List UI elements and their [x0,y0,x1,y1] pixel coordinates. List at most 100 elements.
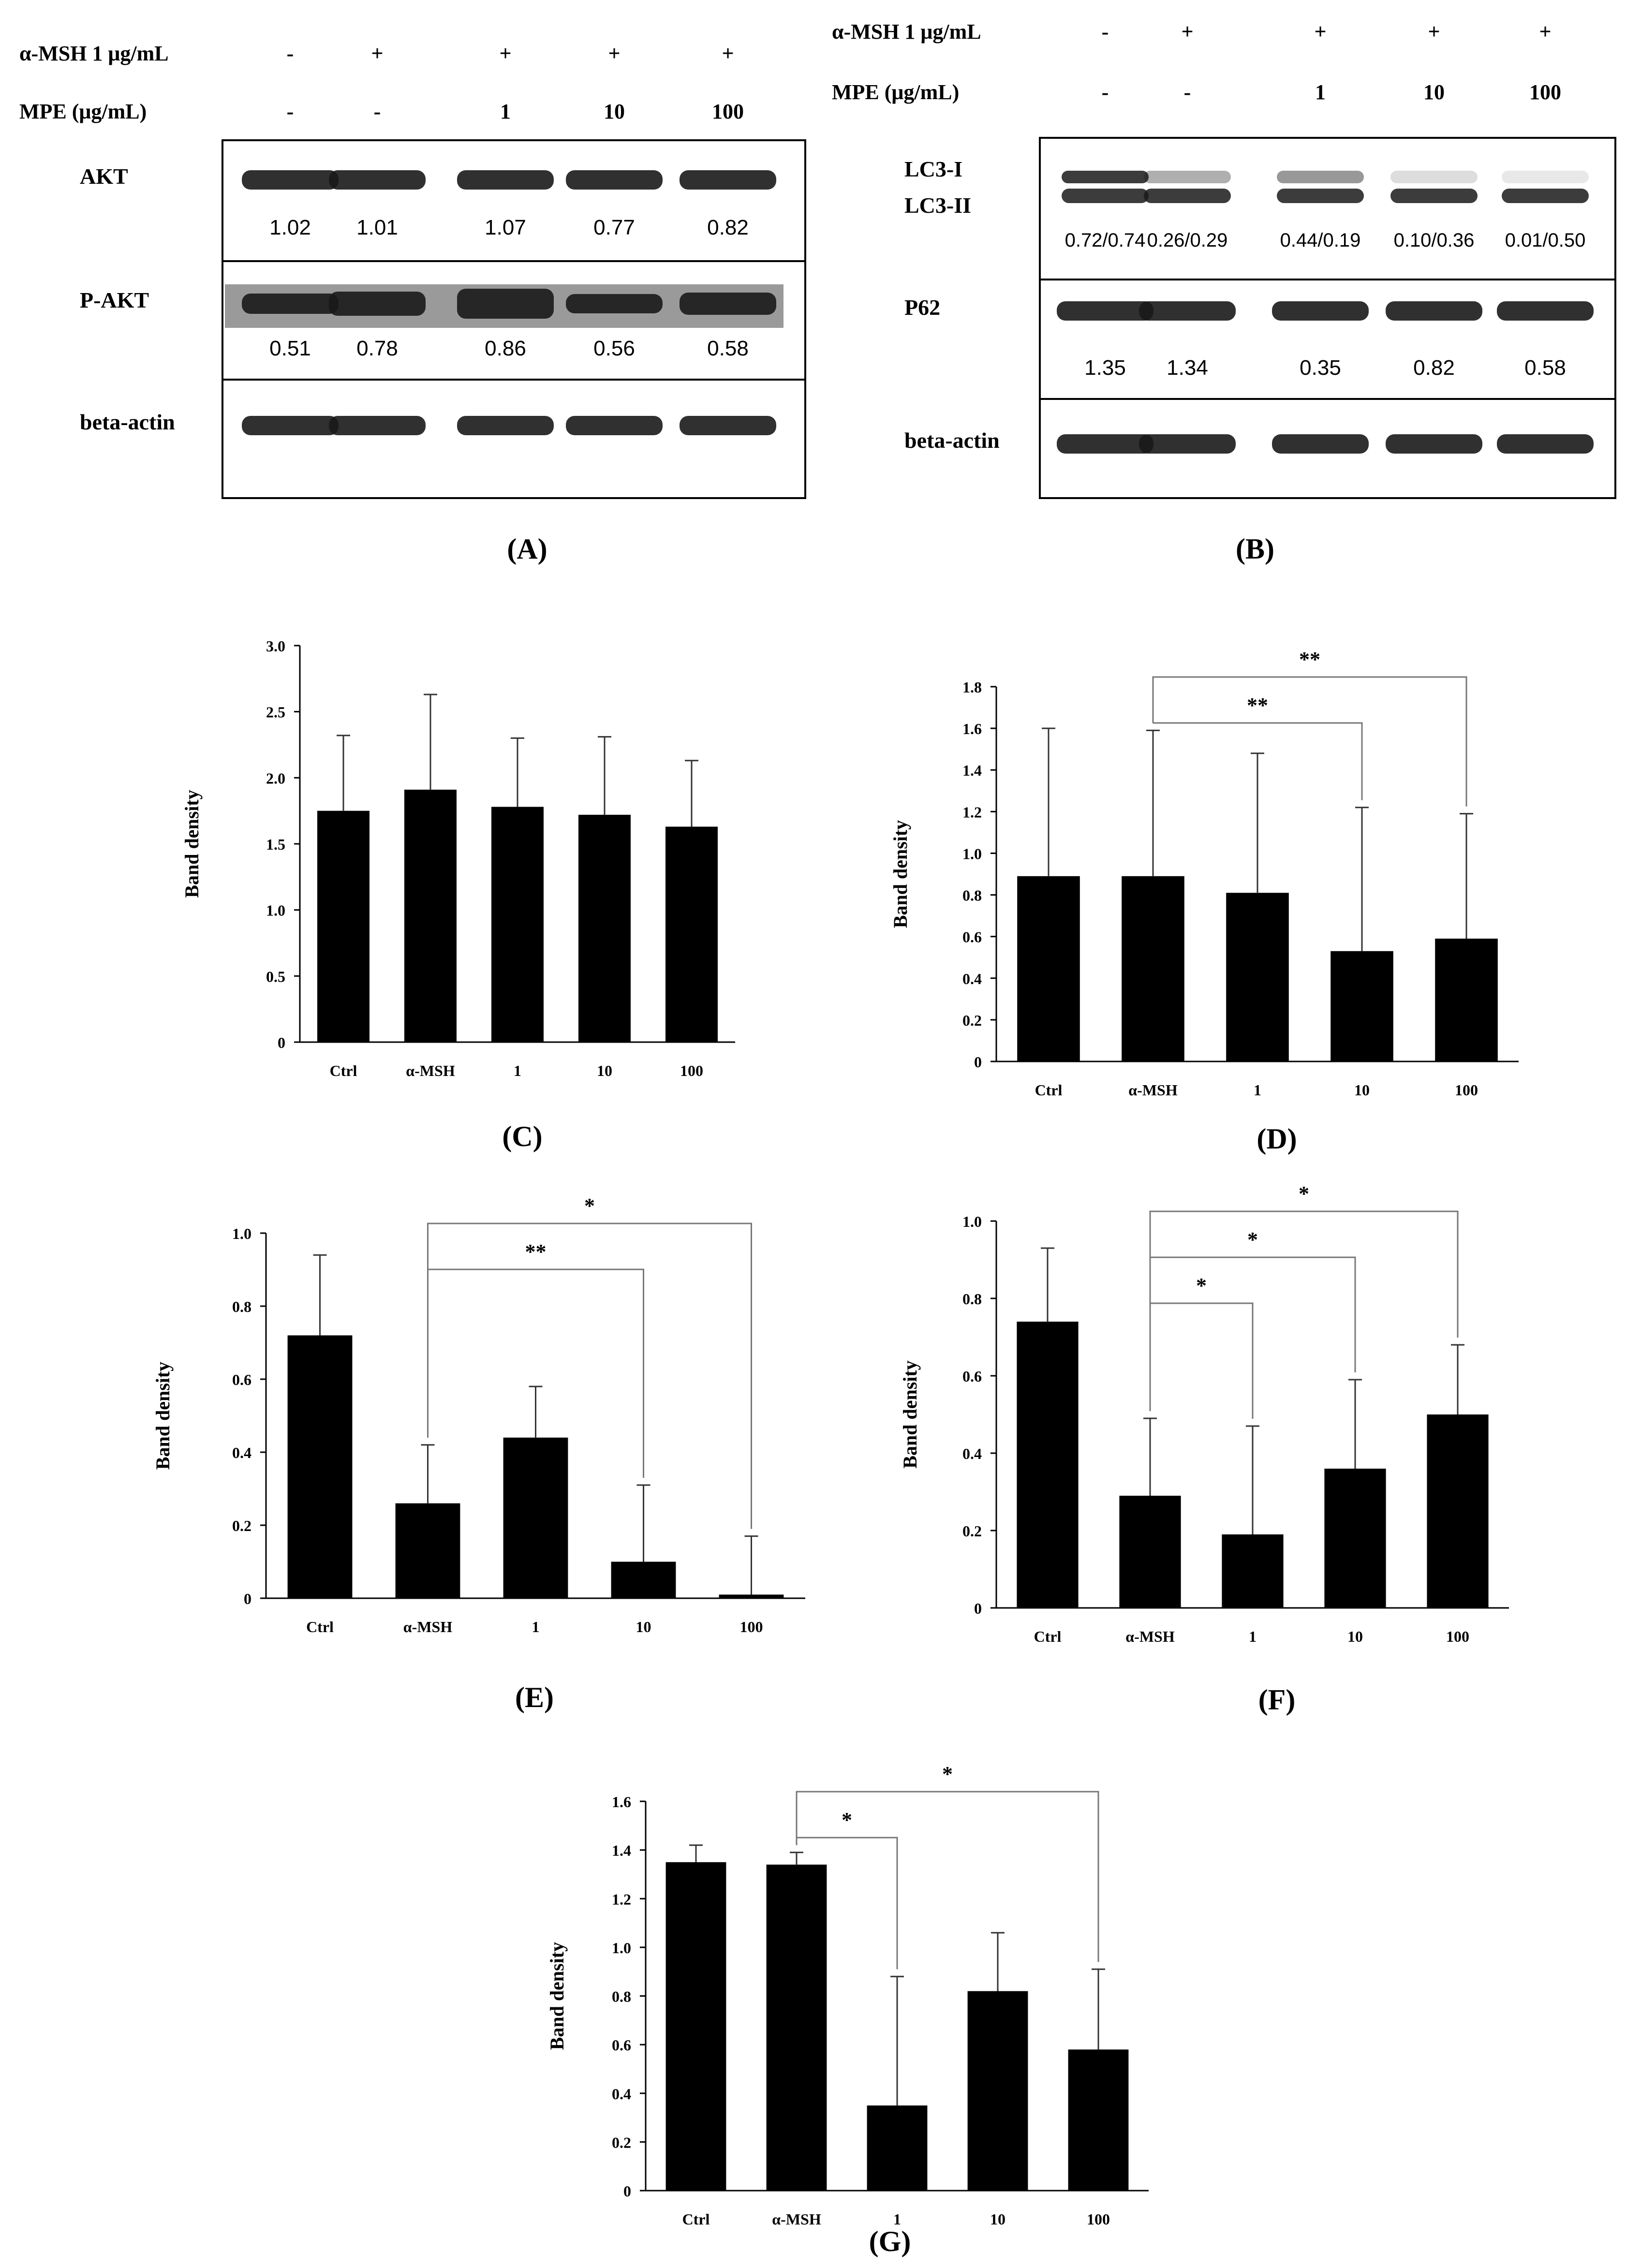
bar [665,1862,726,2191]
bar [1427,1414,1489,1608]
treatment-value: - [374,100,381,123]
bar-chart-c: 0 0.5 1.0 1.5 2.0 2.5 3.0 Band density Ctrl α-MSH… [181,637,735,1152]
band-value: 0.26/0.29 [1147,230,1228,251]
blot-band [680,416,776,435]
x-tick-label: 100 [1087,2210,1110,2228]
y-tick-label: 3.0 [266,637,285,655]
band-value: 0.51 [269,337,311,360]
y-tick-label: 0 [974,1600,982,1617]
x-tick-label: 100 [1455,1081,1478,1099]
x-tick-label: 1 [893,2210,901,2228]
treatment-label: α-MSH 1 μg/mL [832,20,981,44]
bar [1324,1469,1386,1608]
y-tick-label: 1.8 [962,678,982,696]
x-tick-label: Ctrl [682,2210,710,2228]
significance-mark: * [942,1762,953,1786]
treatment-label: MPE (μg/mL) [832,80,959,104]
significance-mark: ** [525,1240,547,1264]
x-tick-label: α-MSH [772,2210,821,2228]
y-tick-label: 0.8 [962,887,982,904]
y-tick-label: 0.4 [232,1444,251,1461]
treatment-value: - [287,100,294,123]
x-tick-label: α-MSH [406,1062,455,1079]
blot-band [457,416,554,435]
significance-bracket [1149,1302,1254,1419]
blot-band [1139,434,1236,454]
y-tick-label: 0.5 [266,968,285,985]
y-tick-label: 0.2 [232,1517,251,1534]
x-tick-label: 100 [740,1618,763,1635]
treatment-value: - [287,42,294,65]
blot-band [1057,434,1153,454]
treatment-value: - [1184,80,1191,104]
treatment-value: + [722,42,734,65]
panel-label: (A) [507,533,547,565]
y-tick-label: 0.4 [962,1445,982,1462]
blot-band [457,170,554,190]
treatment-value: + [1314,20,1326,44]
significance-mark: * [1299,1182,1309,1206]
band-label: beta-actin [80,410,175,434]
band-value: 0.58 [1524,356,1566,380]
band-label: P62 [904,295,940,320]
y-tick-label: 0.6 [962,928,982,946]
treatment-value: 1 [1315,80,1326,104]
x-tick-label: α-MSH [1128,1081,1178,1099]
y-tick-label: 0.6 [962,1368,982,1385]
treatment-label: MPE (μg/mL) [19,100,147,123]
x-tick-label: 10 [1354,1081,1370,1099]
band-label: LC3-I [904,157,962,181]
blot-band [329,416,426,435]
blot-band [1386,434,1482,454]
bar [491,807,544,1042]
blot-band [566,170,663,190]
bar-chart-f: 0 0.2 0.4 0.6 0.8 1.0 Band density Ctrl α-MSH 1 10… [899,1182,1509,1716]
y-tick-label: 0.2 [962,1522,982,1540]
bar [1331,951,1393,1061]
bar [967,1991,1028,2191]
y-tick-label: 0.8 [962,1290,982,1308]
treatment-value: 10 [604,100,625,123]
treatment-value: + [371,42,383,65]
y-tick-label: 0 [278,1034,285,1051]
blot-band [1502,189,1589,203]
band-value: 0.10/0.36 [1394,230,1475,251]
x-tick-label: α-MSH [1125,1628,1175,1645]
treatment-value: + [499,42,511,65]
treatment-value: 1 [500,100,511,123]
band-label: beta-actin [904,428,1000,453]
band-value: 1.35 [1084,356,1126,380]
blot-band [1272,434,1369,454]
panel-label: (E) [515,1681,554,1713]
blot-band [680,293,776,315]
blot-band [1139,301,1236,321]
y-axis-label: Band density [889,820,911,928]
blot-band [1497,301,1594,321]
y-axis-label: Band density [546,1942,568,2050]
y-tick-label: 1.0 [266,902,285,919]
panel-label: (D) [1257,1123,1297,1155]
blot-band [242,294,339,314]
bar [1122,876,1184,1061]
y-tick-label: 2.0 [266,769,285,787]
bar [1017,876,1080,1061]
bar [395,1503,460,1598]
bar [1017,1322,1079,1608]
blot-band [1502,171,1589,183]
treatment-value: + [1181,20,1193,44]
band-value: 0.86 [485,337,526,360]
blot-band [242,170,339,190]
y-tick-label: 0 [244,1590,251,1607]
x-tick-label: 10 [990,2210,1005,2228]
bar [1222,1534,1284,1608]
x-tick-label: 100 [1446,1628,1469,1645]
y-tick-label: 0.8 [612,1988,631,2005]
band-value: 0.77 [593,216,635,239]
treatment-value: - [1102,80,1109,104]
y-axis-label: Band density [899,1360,921,1468]
blot-band [680,170,776,190]
x-tick-label: α-MSH [403,1618,453,1635]
panel-label: (C) [502,1120,542,1152]
y-tick-label: 1.0 [962,1213,982,1230]
y-tick-label: 1.2 [612,1890,631,1908]
